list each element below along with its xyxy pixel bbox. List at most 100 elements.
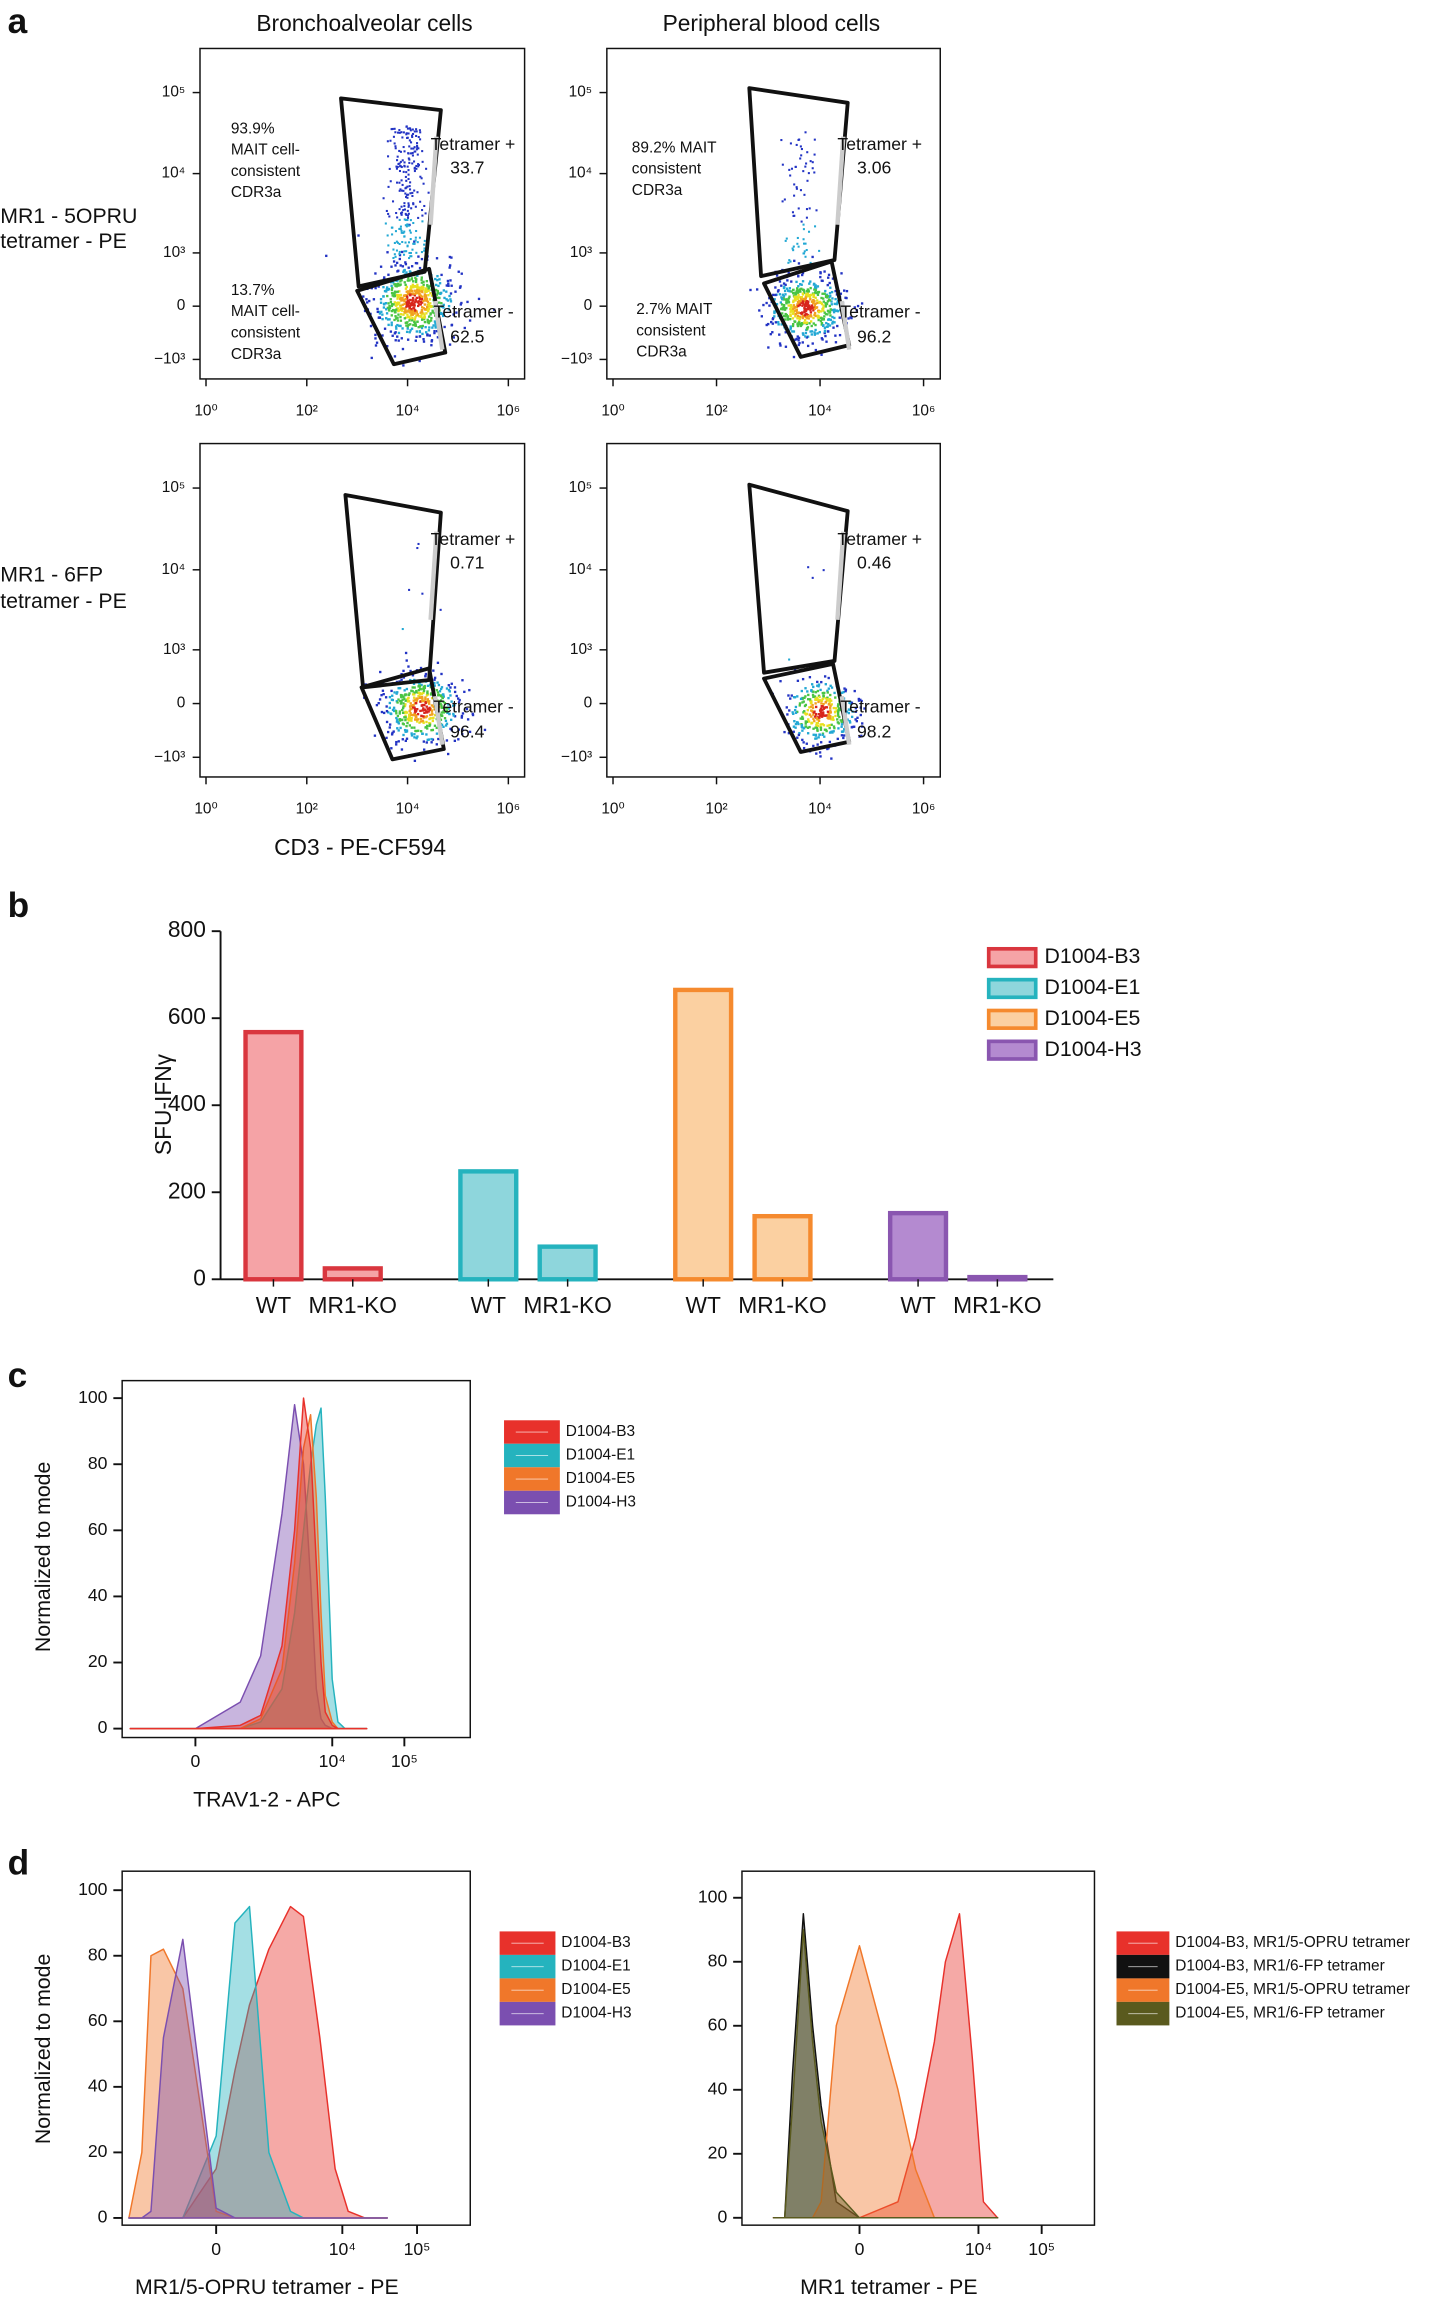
event-dot	[817, 719, 821, 722]
event-dot	[827, 676, 830, 680]
event-dot	[398, 253, 402, 257]
event-dot	[813, 286, 817, 289]
event-dot	[782, 314, 786, 318]
event-dot	[390, 314, 393, 317]
event-dot	[834, 309, 838, 312]
event-dot	[409, 129, 412, 132]
event-dot	[778, 333, 781, 336]
event-dot	[409, 711, 412, 715]
event-dot	[784, 318, 787, 321]
event-dot	[430, 316, 433, 320]
event-dot	[404, 212, 407, 215]
event-dot	[797, 311, 800, 314]
event-dot	[477, 297, 481, 301]
event-dot	[404, 693, 408, 696]
event-dot	[407, 152, 410, 155]
event-dot	[420, 177, 423, 180]
event-dot	[806, 316, 809, 320]
event-dot	[411, 690, 414, 693]
event-dot	[823, 270, 826, 273]
event-dot	[424, 212, 427, 215]
event-dot	[448, 690, 451, 693]
event-dot	[396, 316, 399, 319]
event-dot	[816, 316, 820, 319]
event-dot	[799, 717, 802, 720]
event-dot	[379, 298, 383, 301]
event-dot	[796, 242, 799, 245]
event-dot	[814, 328, 817, 332]
event-dot	[408, 185, 411, 188]
event-dot	[821, 732, 825, 735]
event-dot	[806, 690, 809, 693]
event-dot	[795, 337, 798, 341]
event-dot	[446, 299, 450, 302]
gate	[747, 482, 850, 675]
event-dot	[436, 289, 439, 293]
event-dot	[447, 284, 450, 287]
event-dot	[419, 300, 423, 304]
event-dot	[449, 686, 452, 689]
event-dot	[447, 282, 450, 285]
event-dot	[416, 144, 419, 147]
event-dot	[393, 691, 396, 694]
event-dot	[408, 724, 412, 727]
event-dot	[840, 734, 844, 737]
event-dot	[812, 685, 815, 689]
event-dot	[393, 253, 396, 256]
event-dot	[861, 722, 864, 725]
event-dot	[393, 283, 396, 286]
event-dot	[436, 278, 439, 282]
event-dot	[804, 309, 807, 313]
event-dot	[821, 279, 824, 283]
event-dot	[398, 162, 401, 165]
event-dot	[404, 283, 407, 287]
event-dot	[383, 327, 387, 330]
event-dot	[427, 304, 430, 307]
event-dot	[848, 719, 851, 723]
event-dot	[819, 741, 823, 744]
event-dot	[390, 265, 393, 268]
event-dot	[403, 704, 407, 708]
event-dot	[794, 705, 798, 709]
event-dot	[426, 698, 430, 701]
annotation: 93.9%	[231, 120, 275, 137]
event-dot	[801, 300, 805, 303]
event-dot	[801, 697, 804, 701]
event-dot	[801, 677, 805, 681]
x-tick-label: 0	[191, 1751, 201, 1771]
event-dot	[437, 307, 441, 310]
event-dot	[390, 712, 393, 716]
event-dot	[457, 697, 460, 700]
event-dot	[417, 542, 420, 545]
event-dot	[450, 323, 454, 327]
event-dot	[840, 691, 844, 694]
event-dot	[844, 688, 848, 691]
event-dot	[820, 302, 824, 306]
event-dot	[819, 711, 823, 714]
legend-label: D1004-E5	[1045, 1006, 1141, 1030]
event-dot	[381, 317, 384, 321]
annotation: MAIT cell-	[231, 303, 300, 320]
event-dot	[417, 136, 420, 139]
event-dot	[411, 706, 415, 709]
event-dot	[820, 322, 824, 325]
event-dot	[814, 302, 817, 306]
event-dot	[826, 724, 829, 727]
event-dot	[399, 296, 403, 299]
event-dot	[811, 255, 814, 259]
event-dot	[431, 311, 434, 314]
event-dot	[403, 208, 406, 211]
event-dot	[398, 252, 401, 255]
event-dot	[410, 265, 414, 268]
event-dot	[409, 192, 412, 195]
event-dot	[780, 139, 783, 142]
event-dot	[392, 303, 395, 306]
y-axis-label: SFU-IFNγ	[150, 1053, 176, 1155]
y-tick-label: 0	[177, 695, 186, 712]
event-dot	[415, 289, 419, 293]
event-dot	[425, 710, 428, 713]
event-dot	[421, 160, 424, 163]
event-dot	[794, 293, 798, 296]
event-dot	[806, 344, 810, 348]
event-dot	[796, 695, 799, 698]
